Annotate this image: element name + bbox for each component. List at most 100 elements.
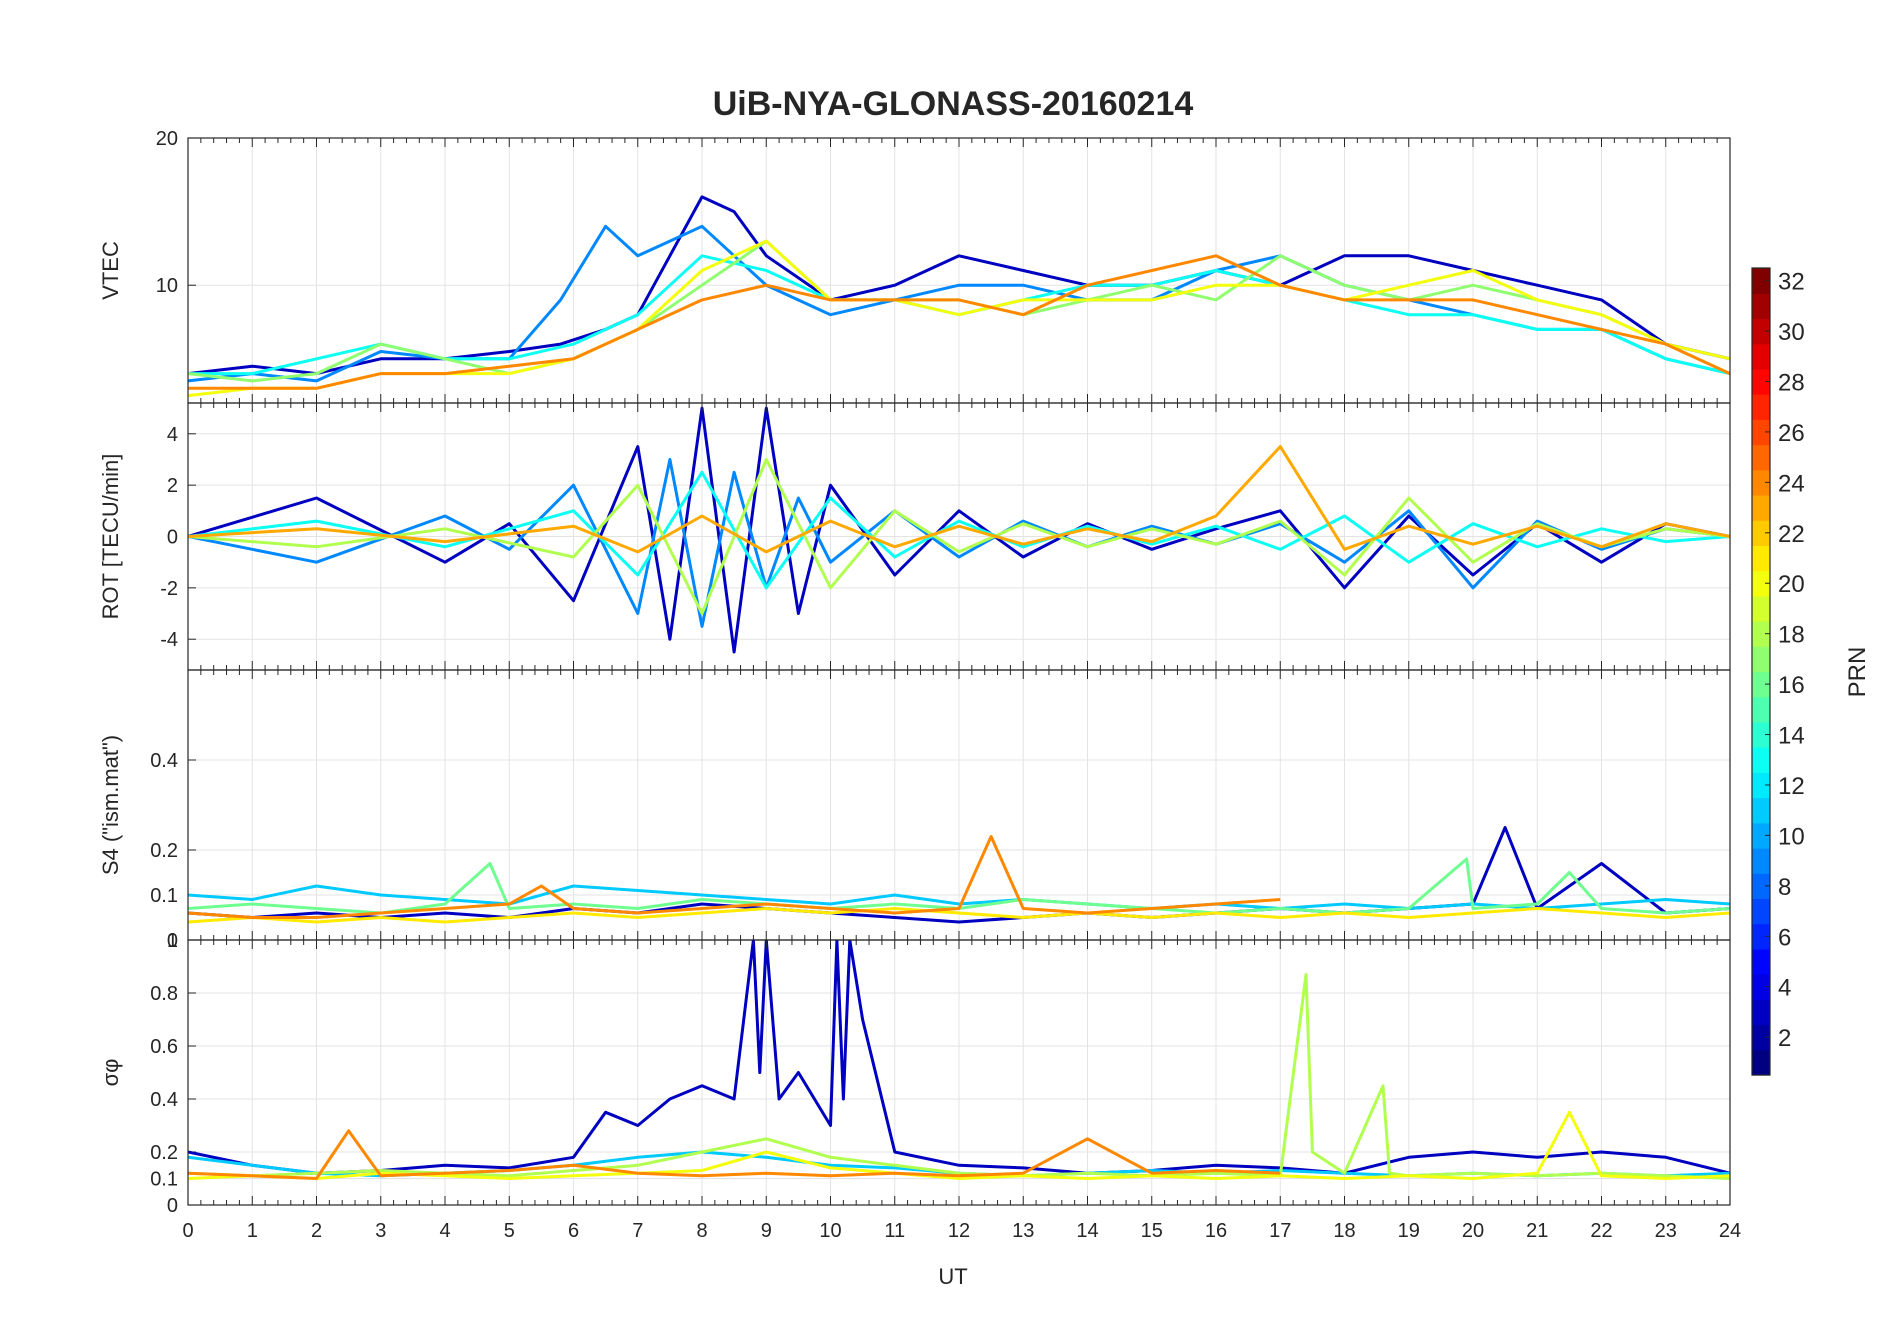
y-tick-label: 0 [167, 930, 178, 952]
y-tick-label: 0.1 [150, 885, 178, 907]
colorbar-cell [1752, 822, 1770, 849]
colorbar-tick-label: 20 [1778, 571, 1805, 598]
colorbar-cell [1752, 974, 1770, 1000]
colorbar-cell [1752, 595, 1770, 622]
colorbar-cell [1752, 898, 1770, 925]
series-line-prn-3 [188, 406, 1730, 654]
colorbar-tick-label: 30 [1778, 319, 1805, 346]
x-tick-label: 19 [1398, 1220, 1420, 1242]
x-tick-label: 5 [504, 1220, 515, 1242]
colorbar-cell [1752, 545, 1770, 572]
y-tick-label: -4 [160, 629, 178, 651]
colorbar-cell [1752, 268, 1770, 294]
x-tick-label: 9 [761, 1220, 772, 1242]
colorbar-tick-label: 2 [1778, 1025, 1791, 1052]
y-tick-label: 1 [167, 930, 178, 952]
colorbar-cell [1752, 318, 1770, 345]
colorbar-cell [1752, 848, 1770, 874]
colorbar-tick-label: 8 [1778, 874, 1791, 901]
panel-s4: 0 0.1 0.2 0.4 S4 ("ism.mat") [98, 669, 1731, 952]
x-tick-label: 2 [311, 1220, 322, 1242]
y-tick-label: 0.6 [150, 1036, 178, 1058]
x-tick-label: 3 [375, 1220, 386, 1242]
y-tick-label: 0.2 [150, 840, 178, 862]
y-tick-label: -2 [160, 578, 178, 600]
panel-rot: -4 -2 0 2 4 ROT [TECU/min] [98, 402, 1731, 671]
y-tick-label: 0.4 [150, 750, 178, 772]
colorbar-cell [1752, 1024, 1770, 1051]
y-axis-label-rot: ROT [TECU/min] [98, 454, 123, 620]
colorbar-cell [1752, 999, 1770, 1026]
x-tick-label: 23 [1655, 1220, 1677, 1242]
y-tick-label: 10 [156, 275, 178, 297]
x-tick-label: 12 [948, 1220, 970, 1242]
series-group [188, 195, 1730, 398]
x-tick-label: 22 [1590, 1220, 1612, 1242]
colorbar-cell [1752, 494, 1770, 521]
colorbar-cell [1752, 873, 1770, 900]
colorbar-cell [1752, 368, 1770, 395]
series-line-prn-23 [188, 445, 1730, 554]
colorbar-cell [1752, 646, 1770, 673]
x-tick-label: 20 [1462, 1220, 1484, 1242]
series-line-prn-24 [188, 1129, 1281, 1180]
chart-title: UiB-NYA-GLONASS-20160214 [713, 85, 1194, 123]
y-tick-label: 0.8 [150, 983, 178, 1005]
colorbar-cell [1752, 469, 1770, 496]
colorbar-tick-label: 16 [1778, 672, 1805, 699]
x-tick-label: 15 [1141, 1220, 1163, 1242]
colorbar-tick-label: 14 [1778, 723, 1805, 750]
y-axis-label-sigma_phi: σφ [98, 1059, 123, 1087]
colorbar-tick-label: 28 [1778, 369, 1805, 396]
x-tick-label: 7 [632, 1220, 643, 1242]
colorbar-cell [1752, 923, 1770, 950]
panel-vtec: 10 20 VTEC [98, 128, 1731, 404]
y-axis-label-vtec: VTEC [98, 241, 123, 300]
x-tick-label: 10 [819, 1220, 841, 1242]
y-tick-label: 2 [167, 475, 178, 497]
x-axis-label: UT [938, 1264, 967, 1289]
colorbar-frame [1751, 267, 1771, 1076]
x-tick-label: 14 [1076, 1220, 1098, 1242]
colorbar-tick-label: 18 [1778, 622, 1805, 649]
colorbar-cell [1752, 570, 1770, 597]
colorbar-cell [1752, 948, 1770, 975]
x-tick-label: 1 [247, 1220, 258, 1242]
colorbar-label: PRN [1844, 647, 1871, 698]
series-line-prn-3 [188, 195, 1730, 376]
series-group [188, 406, 1730, 654]
x-tick-label: 13 [1012, 1220, 1034, 1242]
x-tick-label: 11 [884, 1220, 905, 1242]
colorbar-cell [1752, 444, 1770, 471]
colorbar-cell [1752, 293, 1770, 320]
colorbar-cell [1752, 419, 1770, 446]
colorbar-cell [1752, 721, 1770, 748]
colorbar-cell [1752, 621, 1770, 647]
colorbar-tick-label: 12 [1778, 773, 1805, 800]
x-tick-label: 18 [1333, 1220, 1355, 1242]
colorbar-tick-label: 10 [1778, 823, 1805, 850]
series-line-prn-20 [188, 1110, 1730, 1180]
colorbar-cell [1752, 394, 1770, 420]
series-line-prn-18 [188, 973, 1730, 1180]
colorbar-cell [1752, 772, 1770, 799]
colorbar-tick-label: 32 [1778, 269, 1805, 296]
series-group [188, 826, 1730, 924]
series-line-prn-3 [188, 826, 1730, 924]
series-line-prn-24 [188, 254, 1730, 390]
y-tick-label: 4 [167, 424, 178, 446]
colorbar-cell [1752, 1049, 1770, 1076]
series-line-prn-16 [188, 857, 1730, 915]
x-tick-label: 24 [1719, 1220, 1741, 1242]
colorbar-tick-label: 6 [1778, 924, 1791, 951]
colorbar-tick-label: 24 [1778, 470, 1805, 497]
colorbar-cell [1752, 520, 1770, 547]
y-tick-label: 0.2 [150, 1142, 178, 1164]
series-line-prn-24 [188, 835, 1281, 919]
colorbar-tick-label: 22 [1778, 521, 1805, 548]
x-tick-label: 17 [1269, 1220, 1291, 1242]
series-line-prn-9 [188, 458, 1730, 628]
y-axis-label-s4: S4 ("ism.mat") [98, 735, 123, 875]
y-tick-label: 0.1 [150, 1169, 178, 1191]
